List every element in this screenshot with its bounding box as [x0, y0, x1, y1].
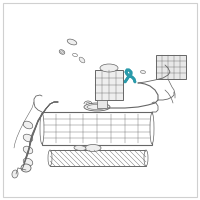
Ellipse shape	[79, 57, 85, 63]
Ellipse shape	[59, 50, 65, 54]
Ellipse shape	[23, 121, 33, 129]
Bar	[97, 100, 107, 108]
Bar	[95, 70, 123, 100]
Bar	[156, 55, 186, 79]
Ellipse shape	[67, 39, 77, 45]
Ellipse shape	[84, 103, 110, 111]
Ellipse shape	[150, 113, 154, 144]
Ellipse shape	[23, 134, 33, 142]
Ellipse shape	[40, 113, 44, 144]
Bar	[50, 150, 146, 166]
Ellipse shape	[85, 144, 101, 152]
Ellipse shape	[48, 150, 52, 166]
Ellipse shape	[12, 170, 18, 178]
Ellipse shape	[141, 70, 145, 74]
Bar	[42, 112, 152, 145]
Ellipse shape	[100, 64, 118, 72]
Ellipse shape	[74, 145, 86, 151]
Ellipse shape	[23, 146, 33, 154]
Ellipse shape	[144, 150, 148, 166]
Ellipse shape	[23, 158, 33, 166]
Ellipse shape	[21, 164, 31, 172]
